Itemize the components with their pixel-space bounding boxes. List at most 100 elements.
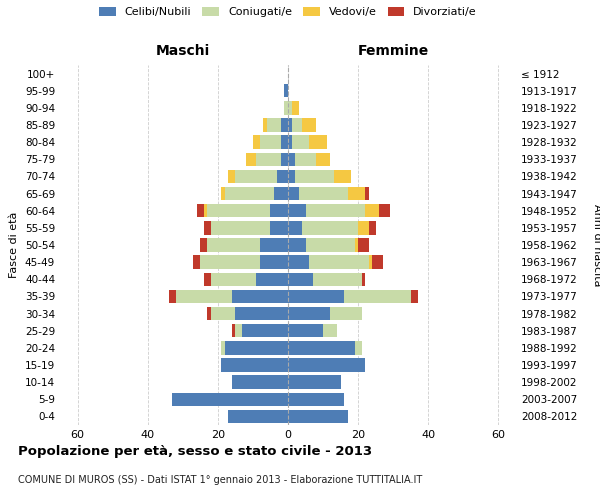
Text: COMUNE DI MUROS (SS) - Dati ISTAT 1° gennaio 2013 - Elaborazione TUTTITALIA.IT: COMUNE DI MUROS (SS) - Dati ISTAT 1° gen…: [18, 475, 422, 485]
Bar: [288, 238, 305, 252]
Bar: [260, 238, 288, 252]
Bar: [271, 204, 288, 218]
Bar: [267, 118, 281, 132]
Bar: [365, 204, 379, 218]
Bar: [358, 238, 368, 252]
Bar: [200, 238, 208, 252]
Bar: [260, 256, 288, 269]
Bar: [242, 324, 288, 338]
Bar: [172, 392, 288, 406]
Bar: [292, 101, 299, 114]
Bar: [365, 187, 368, 200]
Bar: [288, 221, 302, 234]
Bar: [358, 221, 368, 234]
Bar: [295, 152, 316, 166]
Bar: [288, 170, 295, 183]
Bar: [232, 290, 288, 303]
Bar: [411, 290, 418, 303]
Bar: [204, 204, 208, 218]
Text: Femmine: Femmine: [358, 44, 429, 58]
Bar: [208, 204, 271, 218]
Bar: [309, 136, 326, 149]
Bar: [197, 204, 204, 218]
Bar: [316, 152, 330, 166]
Bar: [253, 136, 260, 149]
Text: Popolazione per età, sesso e stato civile - 2013: Popolazione per età, sesso e stato civil…: [18, 445, 372, 458]
Bar: [288, 358, 365, 372]
Bar: [284, 84, 288, 98]
Bar: [288, 392, 344, 406]
Bar: [288, 272, 313, 286]
Bar: [256, 272, 288, 286]
Bar: [281, 118, 288, 132]
Bar: [288, 101, 292, 114]
Bar: [379, 204, 390, 218]
Bar: [200, 256, 260, 269]
Bar: [288, 187, 299, 200]
Bar: [232, 324, 235, 338]
Bar: [313, 272, 362, 286]
Bar: [225, 341, 288, 354]
Bar: [302, 221, 358, 234]
Bar: [204, 221, 211, 234]
Bar: [277, 170, 288, 183]
Bar: [193, 256, 200, 269]
Bar: [309, 256, 368, 269]
Bar: [288, 307, 330, 320]
Text: Maschi: Maschi: [155, 44, 210, 58]
Bar: [284, 101, 288, 114]
Bar: [263, 118, 267, 132]
Bar: [288, 324, 323, 338]
Bar: [288, 204, 305, 218]
Bar: [305, 238, 355, 252]
Bar: [302, 118, 316, 132]
Bar: [305, 204, 365, 218]
Bar: [225, 187, 274, 200]
Bar: [288, 256, 309, 269]
Bar: [235, 307, 288, 320]
Bar: [334, 170, 351, 183]
Bar: [208, 238, 260, 252]
Bar: [208, 307, 211, 320]
Bar: [235, 170, 277, 183]
Bar: [288, 290, 344, 303]
Bar: [288, 410, 347, 423]
Bar: [260, 136, 281, 149]
Bar: [281, 136, 288, 149]
Bar: [347, 187, 365, 200]
Bar: [204, 272, 211, 286]
Bar: [232, 376, 288, 389]
Bar: [271, 221, 288, 234]
Bar: [292, 118, 302, 132]
Bar: [221, 341, 225, 354]
Bar: [330, 307, 362, 320]
Bar: [211, 272, 256, 286]
Bar: [229, 170, 235, 183]
Y-axis label: Anni di nascita: Anni di nascita: [592, 204, 600, 286]
Bar: [362, 272, 365, 286]
Y-axis label: Fasce di età: Fasce di età: [10, 212, 19, 278]
Bar: [299, 187, 347, 200]
Bar: [281, 152, 288, 166]
Bar: [292, 136, 309, 149]
Bar: [288, 152, 295, 166]
Bar: [344, 290, 411, 303]
Bar: [256, 152, 281, 166]
Bar: [221, 187, 225, 200]
Bar: [323, 324, 337, 338]
Bar: [176, 290, 232, 303]
Bar: [229, 410, 288, 423]
Bar: [288, 136, 292, 149]
Bar: [288, 376, 341, 389]
Bar: [221, 358, 288, 372]
Bar: [246, 152, 256, 166]
Bar: [235, 324, 242, 338]
Bar: [368, 221, 376, 234]
Bar: [372, 256, 383, 269]
Bar: [295, 170, 334, 183]
Bar: [355, 238, 358, 252]
Bar: [355, 341, 362, 354]
Bar: [211, 307, 235, 320]
Bar: [368, 256, 372, 269]
Bar: [169, 290, 176, 303]
